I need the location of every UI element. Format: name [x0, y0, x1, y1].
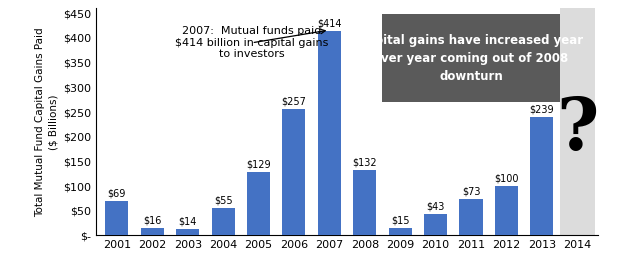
Bar: [424, 214, 447, 235]
Bar: [247, 172, 270, 235]
Text: $16: $16: [143, 215, 162, 225]
Bar: [354, 170, 376, 235]
Bar: [106, 201, 128, 235]
Bar: [495, 186, 518, 235]
Text: ?: ?: [556, 94, 598, 165]
Bar: [318, 31, 341, 235]
Bar: [283, 109, 305, 235]
FancyBboxPatch shape: [383, 14, 560, 102]
Bar: [141, 227, 164, 235]
Bar: [389, 228, 412, 235]
Bar: [460, 199, 482, 235]
Bar: [531, 117, 553, 235]
Text: $239: $239: [529, 105, 554, 115]
Text: $55: $55: [214, 196, 233, 206]
Bar: [212, 208, 234, 235]
Text: $129: $129: [246, 159, 271, 169]
Text: $14: $14: [178, 216, 197, 226]
Text: $43: $43: [426, 202, 445, 212]
Text: $69: $69: [108, 189, 126, 199]
Text: Capital gains have increased year
over year coming out of 2008
downturn: Capital gains have increased year over y…: [358, 34, 584, 83]
Text: $100: $100: [494, 174, 519, 184]
Text: $414: $414: [317, 19, 342, 29]
Bar: [176, 229, 199, 235]
Text: $73: $73: [462, 187, 480, 197]
Text: 2007:  Mutual funds paid
$414 billion in capital gains
to investors: 2007: Mutual funds paid $414 billion in …: [175, 26, 328, 60]
Bar: [560, 8, 595, 235]
Text: $257: $257: [281, 96, 307, 106]
Text: $132: $132: [352, 158, 377, 168]
Y-axis label: Total Mutual Fund Capital Gains Paid
($ Billions): Total Mutual Fund Capital Gains Paid ($ …: [35, 27, 59, 217]
Text: $15: $15: [391, 216, 410, 225]
